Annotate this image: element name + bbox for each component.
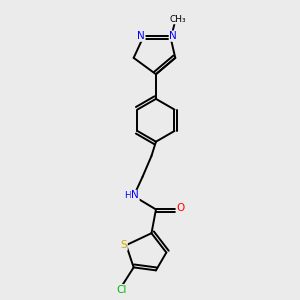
Text: H: H: [124, 191, 130, 200]
Text: N: N: [131, 190, 139, 200]
Text: S: S: [121, 240, 127, 250]
Text: N: N: [137, 31, 145, 41]
Text: O: O: [176, 203, 184, 213]
Text: CH₃: CH₃: [170, 15, 187, 24]
Text: N: N: [169, 31, 177, 41]
Text: Cl: Cl: [116, 285, 126, 295]
